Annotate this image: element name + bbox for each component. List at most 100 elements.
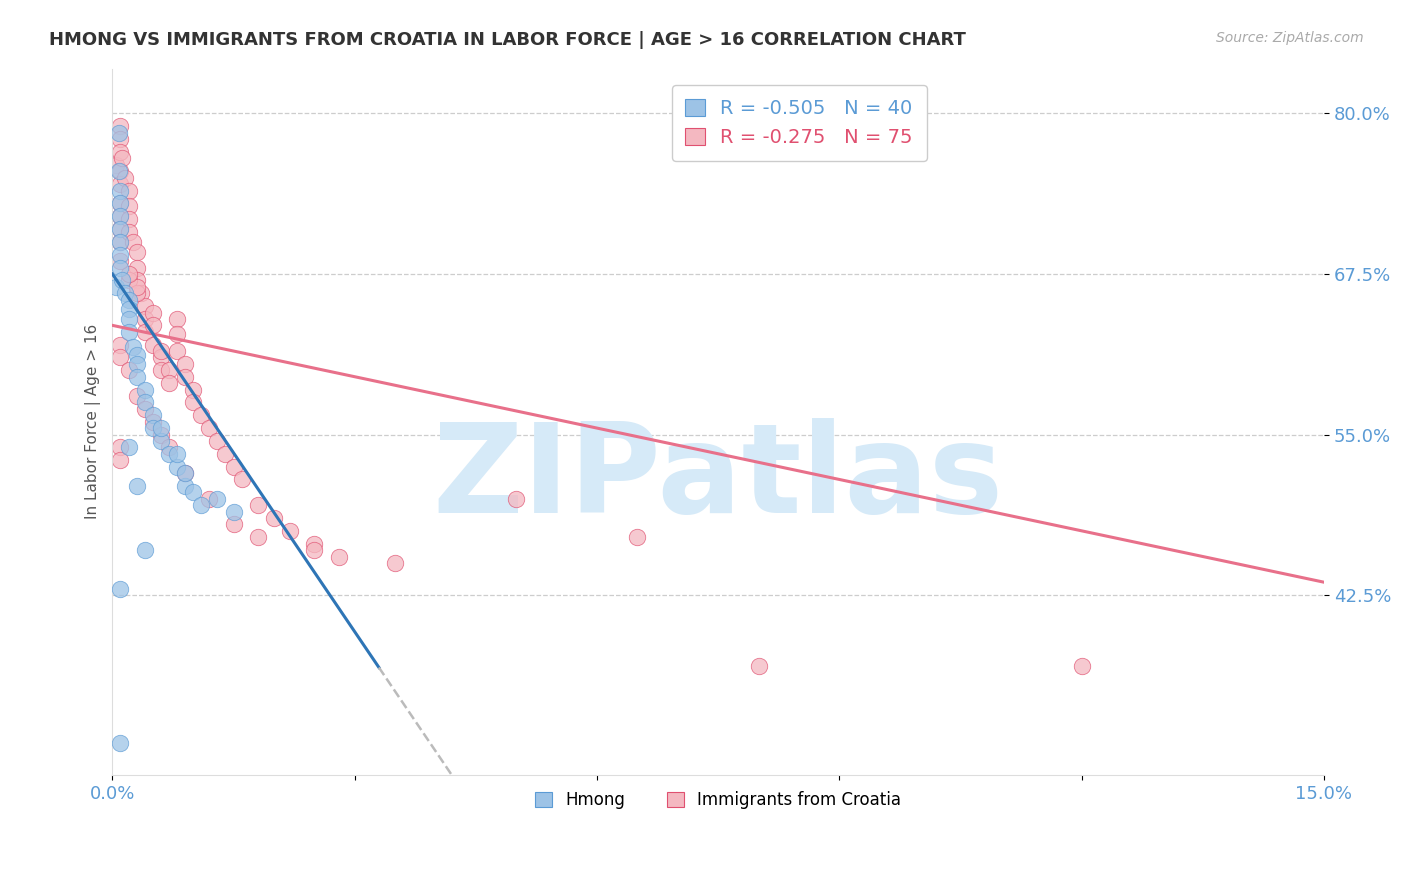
Point	[110, 453, 132, 467]
Point	[125, 479, 148, 493]
Point	[108, 164, 131, 178]
Point	[190, 498, 212, 512]
Point	[134, 395, 156, 409]
Point	[117, 273, 139, 287]
Point	[207, 434, 229, 448]
Point	[110, 209, 132, 223]
Point	[117, 225, 139, 239]
Point	[110, 248, 132, 262]
Point	[110, 254, 132, 268]
Point	[134, 312, 156, 326]
Point	[110, 337, 132, 351]
Point	[142, 318, 165, 333]
Point	[149, 434, 172, 448]
Point	[149, 363, 172, 377]
Point	[174, 479, 197, 493]
Point	[121, 235, 143, 249]
Point	[166, 327, 188, 342]
Point	[117, 325, 139, 339]
Point	[134, 383, 156, 397]
Point	[149, 427, 172, 442]
Point	[166, 459, 188, 474]
Point	[142, 421, 165, 435]
Point	[117, 267, 139, 281]
Point	[222, 504, 245, 518]
Point	[149, 344, 172, 359]
Point	[231, 473, 253, 487]
Point	[117, 301, 139, 316]
Point	[110, 209, 132, 223]
Point	[110, 441, 132, 455]
Point	[304, 536, 326, 550]
Point	[174, 357, 197, 371]
Point	[626, 530, 648, 544]
Point	[157, 376, 180, 391]
Point	[166, 447, 188, 461]
Point	[246, 530, 269, 544]
Point	[117, 363, 139, 377]
Point	[110, 120, 132, 134]
Point	[125, 245, 148, 260]
Point	[134, 299, 156, 313]
Point	[110, 196, 132, 211]
Point	[142, 409, 165, 423]
Point	[198, 421, 221, 435]
Point	[157, 441, 180, 455]
Point	[117, 211, 139, 226]
Point	[105, 158, 128, 172]
Point	[134, 401, 156, 416]
Point	[181, 485, 204, 500]
Point	[263, 511, 285, 525]
Point	[181, 395, 204, 409]
Point	[125, 389, 148, 403]
Text: ZIPatlas: ZIPatlas	[433, 417, 1004, 539]
Point	[110, 164, 132, 178]
Point	[214, 447, 236, 461]
Point	[110, 132, 132, 146]
Point	[125, 348, 148, 362]
Point	[117, 293, 139, 307]
Point	[198, 491, 221, 506]
Point	[117, 312, 139, 326]
Point	[110, 184, 132, 198]
Point	[110, 222, 132, 236]
Point	[110, 351, 132, 365]
Point	[174, 466, 197, 480]
Point	[384, 556, 406, 570]
Point	[110, 196, 132, 211]
Point	[125, 286, 148, 301]
Point	[125, 357, 148, 371]
Point	[114, 286, 136, 301]
Point	[142, 305, 165, 319]
Point	[166, 344, 188, 359]
Point	[142, 337, 165, 351]
Point	[110, 235, 132, 249]
Point	[125, 280, 148, 294]
Point	[110, 736, 132, 750]
Point	[108, 126, 131, 140]
Point	[125, 369, 148, 384]
Point	[125, 273, 148, 287]
Point	[110, 235, 132, 249]
Point	[157, 447, 180, 461]
Point	[117, 199, 139, 213]
Point	[157, 363, 180, 377]
Y-axis label: In Labor Force | Age > 16: In Labor Force | Age > 16	[86, 324, 101, 519]
Point	[246, 498, 269, 512]
Point	[121, 340, 143, 354]
Text: Source: ZipAtlas.com: Source: ZipAtlas.com	[1216, 31, 1364, 45]
Point	[190, 409, 212, 423]
Point	[207, 491, 229, 506]
Point	[149, 421, 172, 435]
Point	[110, 260, 132, 275]
Point	[1070, 658, 1092, 673]
Point	[110, 177, 132, 191]
Point	[134, 543, 156, 558]
Point	[142, 415, 165, 429]
Point	[222, 517, 245, 532]
Point	[304, 543, 326, 558]
Text: HMONG VS IMMIGRANTS FROM CROATIA IN LABOR FORCE | AGE > 16 CORRELATION CHART: HMONG VS IMMIGRANTS FROM CROATIA IN LABO…	[49, 31, 966, 49]
Point	[110, 145, 132, 159]
Point	[125, 260, 148, 275]
Point	[110, 222, 132, 236]
